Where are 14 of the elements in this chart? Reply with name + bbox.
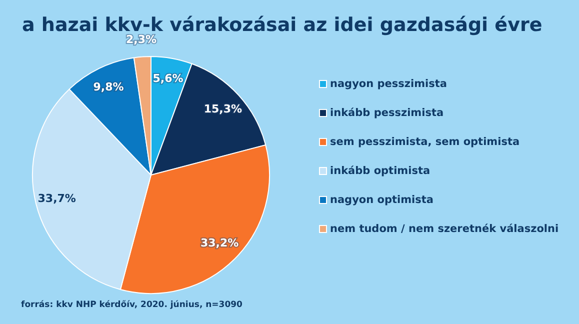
legend-label: inkább pesszimista bbox=[330, 107, 444, 119]
legend-label: nagyon optimista bbox=[330, 194, 434, 206]
chart-title: a hazai kkv-k várakozásai az idei gazdasági évre bbox=[22, 14, 542, 36]
legend-label: sem pesszimista, sem optimista bbox=[330, 136, 520, 148]
text: forrás: kkv NHP kérdőív, 2020. június, n=3090 bbox=[21, 300, 242, 310]
data-label: 2,3% bbox=[126, 33, 156, 46]
legend-label: nem tudom / nem szeretnék válaszolni bbox=[330, 223, 559, 235]
legend-label: inkább optimista bbox=[330, 165, 430, 177]
data-label: 33,7% bbox=[38, 192, 76, 205]
data-label: 5,6% bbox=[152, 72, 184, 86]
data-label: 15,3% bbox=[204, 102, 242, 116]
legend-label: nagyon pesszimista bbox=[330, 78, 448, 90]
data-label: 9,8% bbox=[93, 80, 124, 94]
data-label: 33,2% bbox=[200, 236, 239, 250]
